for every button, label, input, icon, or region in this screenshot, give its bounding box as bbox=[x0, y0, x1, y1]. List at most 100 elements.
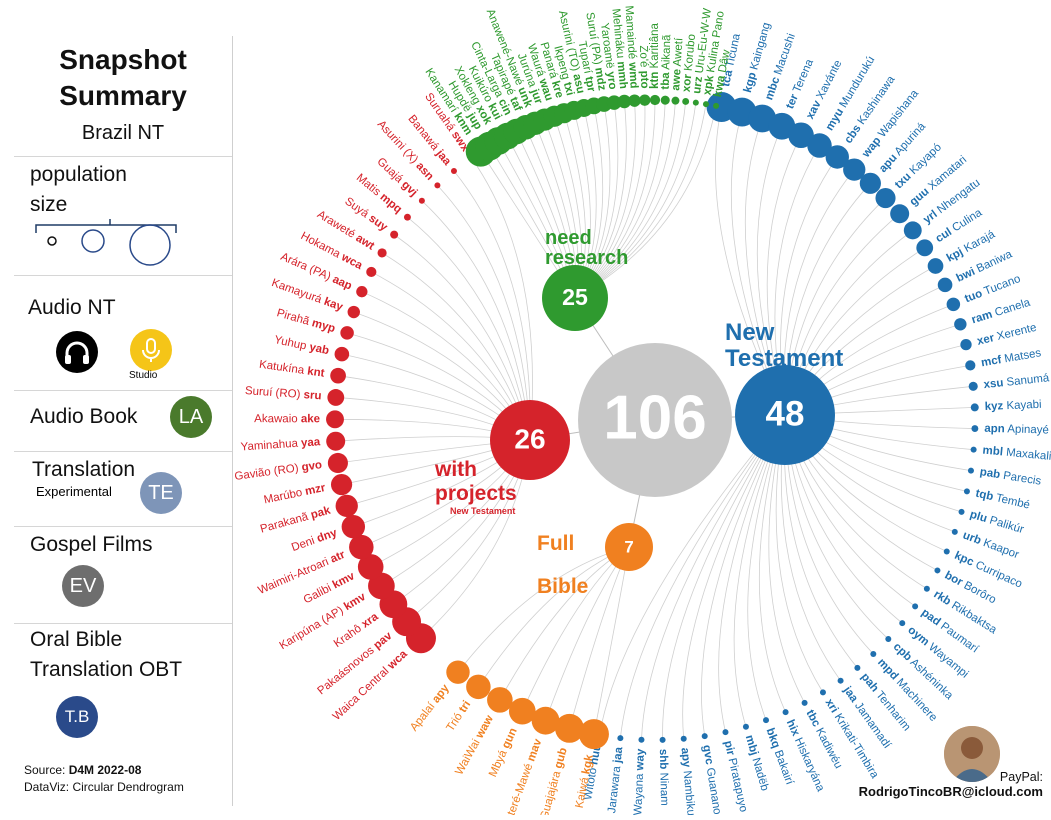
leaf-label: Trió tri bbox=[445, 699, 474, 734]
leaf-name: Karitiâna bbox=[649, 22, 661, 71]
paypal-label: PayPal: bbox=[999, 770, 1043, 784]
leaf-name: Culina bbox=[948, 207, 985, 237]
leaf-label: Marúbo mzr bbox=[263, 482, 327, 506]
leaf-code: asu bbox=[570, 73, 586, 95]
leaf-name: Macushi bbox=[771, 32, 798, 79]
leaf-label: apn Apinayé bbox=[984, 423, 1049, 437]
group-name-bible-2: Bible bbox=[537, 575, 588, 598]
leaf-node bbox=[819, 689, 826, 696]
leaf-code: kre bbox=[549, 80, 565, 100]
group-name-nt-2: Testament bbox=[725, 345, 843, 372]
leaf-code: kmv bbox=[342, 591, 368, 614]
leaf-node bbox=[899, 620, 906, 627]
leaf-label: Suruí (RO) sru bbox=[244, 385, 321, 402]
leaf-node bbox=[403, 213, 411, 221]
leaf-node bbox=[701, 733, 708, 740]
leaf-name: Pirahã bbox=[275, 307, 313, 328]
leaf-node bbox=[327, 452, 348, 474]
leaf-code: tba bbox=[660, 72, 673, 90]
leaf-link bbox=[715, 106, 786, 416]
leaf-node bbox=[326, 410, 344, 429]
leaf-code: gvo bbox=[301, 459, 323, 474]
leaf-node bbox=[508, 697, 536, 725]
leaf-link bbox=[471, 157, 533, 441]
leaf-name: Guajajára bbox=[538, 767, 564, 815]
leaf-name: Tembé bbox=[992, 492, 1031, 512]
leaf-name: Gavião (RO) bbox=[234, 462, 303, 483]
leaf-link bbox=[733, 414, 786, 727]
group-name-bible-1: Full bbox=[537, 532, 574, 555]
leaf-link bbox=[701, 414, 786, 737]
leaf-label: Karipúna (AP) kmv bbox=[278, 591, 369, 653]
leaf-node bbox=[649, 94, 661, 106]
leaf-node bbox=[954, 318, 967, 331]
population-size-scale bbox=[35, 219, 177, 266]
leaf-code: gvc bbox=[700, 744, 715, 766]
audio-nt-label: Audio NT bbox=[28, 296, 116, 319]
leaf-code: awe bbox=[670, 69, 683, 91]
leaf-node bbox=[330, 367, 346, 384]
leaf-label: Mehináku mmh bbox=[609, 8, 629, 89]
leaf-node bbox=[638, 736, 645, 743]
obt-section: Oral Bible Translation OBT T.B bbox=[14, 624, 232, 746]
leaf-name: Ninam bbox=[657, 769, 670, 806]
leaf-node bbox=[671, 96, 680, 105]
leaf-label: Guajajára gub bbox=[538, 746, 569, 815]
leaf-code: pto bbox=[638, 70, 651, 88]
leaf-label: Zo'é pto bbox=[637, 45, 650, 88]
leaf-node bbox=[859, 172, 881, 194]
leaf-node bbox=[912, 603, 919, 610]
leaf-label: Wayana way bbox=[632, 748, 647, 815]
leaf-node bbox=[722, 729, 729, 736]
leaf-node bbox=[885, 636, 892, 643]
leaf-code: kmv bbox=[331, 570, 357, 592]
leaf-node bbox=[349, 534, 374, 560]
leaf-code: jur bbox=[528, 87, 545, 106]
leaf-code: plu bbox=[968, 509, 988, 525]
leaf-label: kyz Kayabi bbox=[985, 399, 1042, 413]
leaf-node bbox=[356, 286, 368, 298]
leaf-node bbox=[659, 736, 666, 743]
leaf-node bbox=[763, 717, 770, 724]
leaf-node bbox=[927, 258, 944, 274]
leaf-code: mmh bbox=[614, 61, 629, 90]
leaf-node bbox=[330, 473, 353, 496]
leaf-code: yaa bbox=[301, 436, 322, 449]
translation-section: Translation Experimental TE bbox=[14, 452, 232, 527]
leaf-code: xpk bbox=[702, 74, 717, 96]
leaf-name: Aikanã bbox=[660, 34, 673, 73]
leaf-code: kyz bbox=[985, 400, 1004, 413]
leaf-node bbox=[368, 572, 395, 600]
experimental-label: Experimental bbox=[36, 484, 112, 499]
group-name-projects-sub: New Testament bbox=[450, 506, 515, 516]
leaf-code: mbl bbox=[982, 445, 1003, 459]
leaf-node bbox=[934, 567, 941, 574]
leaf-name: Parakanã bbox=[259, 510, 313, 536]
leaf-node bbox=[960, 339, 972, 351]
leaf-code: xer bbox=[976, 332, 996, 348]
leaf-code: suy bbox=[366, 212, 390, 234]
leaf-link bbox=[499, 546, 630, 701]
leaf-code: mpq bbox=[378, 191, 404, 216]
leaf-label: apy Nambikuára bbox=[679, 747, 699, 815]
leaf-code: mzr bbox=[304, 482, 327, 498]
group-name-nt-1: New bbox=[725, 319, 775, 346]
leaf-node bbox=[903, 221, 922, 240]
leaf-node bbox=[341, 515, 366, 539]
leaf-name: Palikúr bbox=[985, 514, 1025, 537]
title-section: Snapshot Summary Brazil NT bbox=[14, 36, 232, 157]
leaf-code: apy bbox=[679, 747, 693, 768]
leaf-code: gun bbox=[500, 726, 520, 750]
leaf-node bbox=[418, 197, 425, 204]
leaf-name: Kaingang bbox=[747, 21, 773, 74]
audio-book-section: Audio Book LA bbox=[14, 391, 232, 452]
source-value: D4M 2022-08 bbox=[68, 763, 142, 777]
page-subtitle: Brazil NT bbox=[81, 122, 165, 144]
source-prefix: Source: bbox=[24, 763, 69, 777]
leaf-code: way bbox=[634, 748, 647, 772]
leaf-name: Mehináku bbox=[609, 8, 626, 62]
leaf-node bbox=[968, 381, 978, 391]
leaf-label: ktn Karitiâna bbox=[649, 22, 661, 88]
leaf-code: myp bbox=[310, 317, 336, 335]
